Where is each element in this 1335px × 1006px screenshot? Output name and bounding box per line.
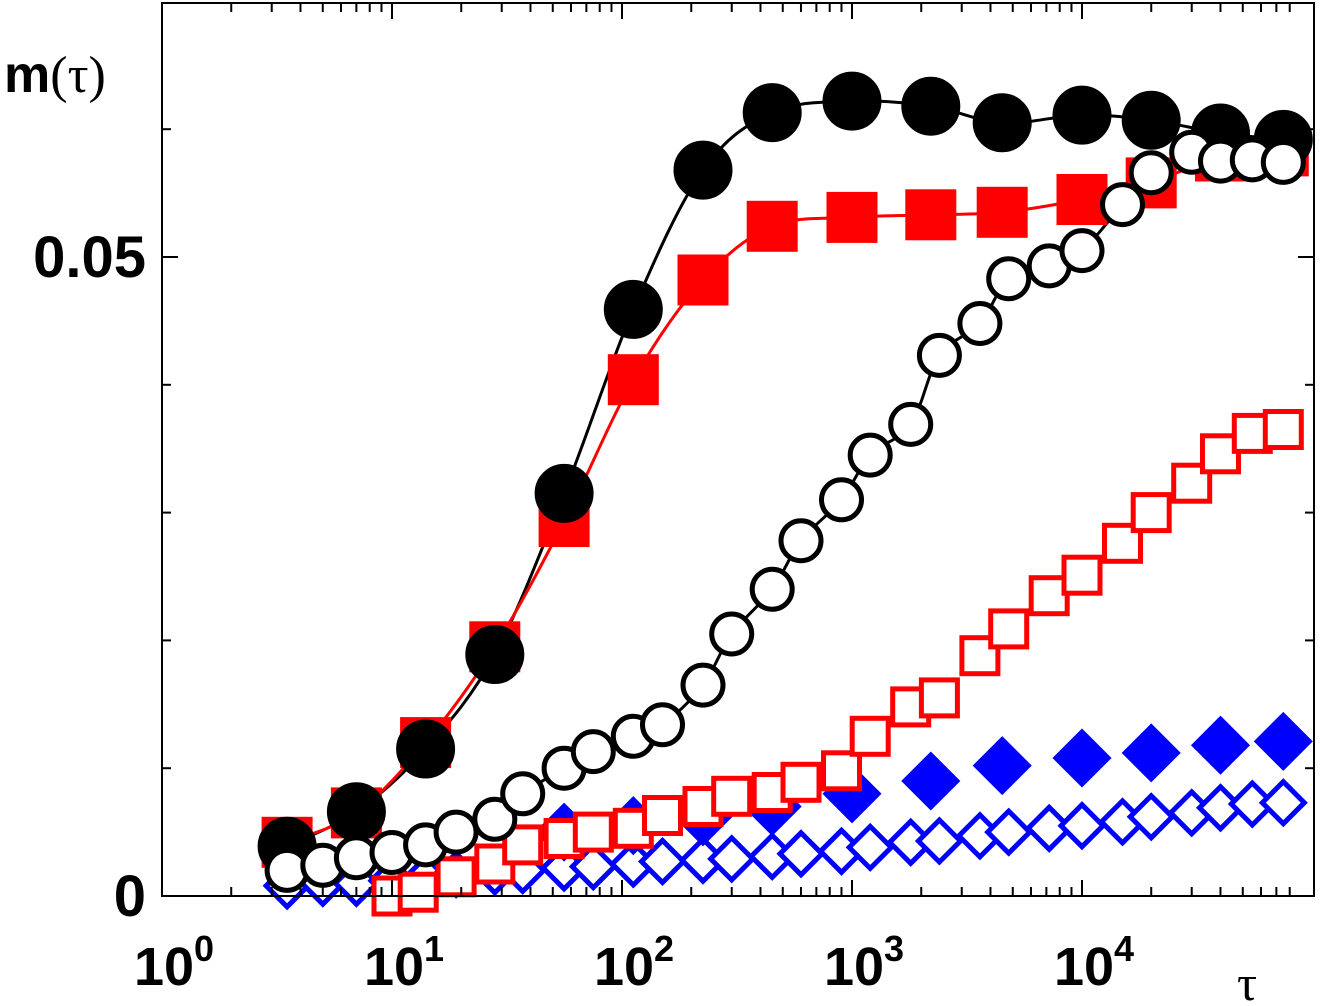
data-point [680,662,726,708]
data-point [826,191,878,243]
data-point [778,518,824,564]
data-point [326,782,386,842]
data-point [397,871,439,913]
x-tick-label: 100 [134,928,214,997]
y-tick-label: 0.05 [33,225,146,290]
data-point [673,140,733,200]
y-axis-label-argument: (τ) [50,47,106,104]
data-point [1262,409,1304,450]
data-point [986,256,1032,302]
data-point [901,76,961,136]
data-point [988,608,1030,650]
data-point [1258,778,1308,828]
data-point [711,775,753,817]
data-point [914,816,964,866]
data-point [500,771,546,817]
data-point [776,829,826,879]
x-axis-label: τ [1237,955,1257,1006]
data-point [916,332,962,378]
data-point [570,729,616,775]
plot-frame [161,2,1315,897]
data-point [742,83,802,143]
data-point [976,186,1028,238]
y-tick-label: 0 [114,864,146,929]
tick-labels: 100 101 102 103 104 0 0.05 [33,225,1134,997]
data-point [607,354,659,406]
x-tick-label: 101 [364,928,444,997]
data-point [677,254,729,306]
data-point [972,736,1032,796]
data-point [1121,723,1181,783]
data-point [822,71,882,131]
data-point [746,200,798,252]
y-axis-label: m(τ) [4,46,106,104]
data-point [1130,492,1172,534]
y-axis-label-symbol: m [4,46,50,104]
data-point [888,401,934,447]
data-point [1059,228,1105,274]
data-point [847,432,893,478]
x-tick-label: 104 [1054,928,1134,997]
data-point [433,809,479,855]
series-3-markers [264,129,1306,893]
data-point [901,751,961,811]
data-point [1052,728,1112,788]
data-point [1056,174,1108,225]
data-point [572,811,614,853]
data-point [640,702,685,748]
series-markers [257,71,1313,917]
data-point [603,279,663,339]
data-point [642,795,683,836]
data-point [1061,554,1103,596]
data-point [1190,715,1251,775]
data-point [821,750,862,792]
data-point [957,301,1003,346]
data-point [1128,150,1174,196]
data-point [819,477,864,523]
data-point [984,807,1034,857]
axis-ticks [161,3,1314,897]
data-point [707,834,757,884]
data-point [780,761,822,803]
data-point [905,189,957,241]
data-point [918,677,960,719]
x-tick-label: 103 [824,928,904,997]
data-point [637,836,688,887]
data-point [709,611,755,657]
data-point [1057,801,1107,851]
data-point [472,796,518,842]
data-point [1052,85,1112,145]
data-point [465,625,525,684]
data-point [396,719,456,779]
series-4-markers [371,409,1304,917]
data-point [1126,792,1176,842]
data-point [749,566,795,612]
data-point [972,93,1032,153]
x-tick-label: 102 [594,928,674,997]
data-point [1253,711,1313,771]
data-point [845,822,895,872]
data-point [534,463,594,523]
data-point [1260,139,1306,185]
data-point [1100,182,1145,228]
data-point [435,856,477,898]
data-point [1121,90,1181,150]
data-point [849,715,891,757]
